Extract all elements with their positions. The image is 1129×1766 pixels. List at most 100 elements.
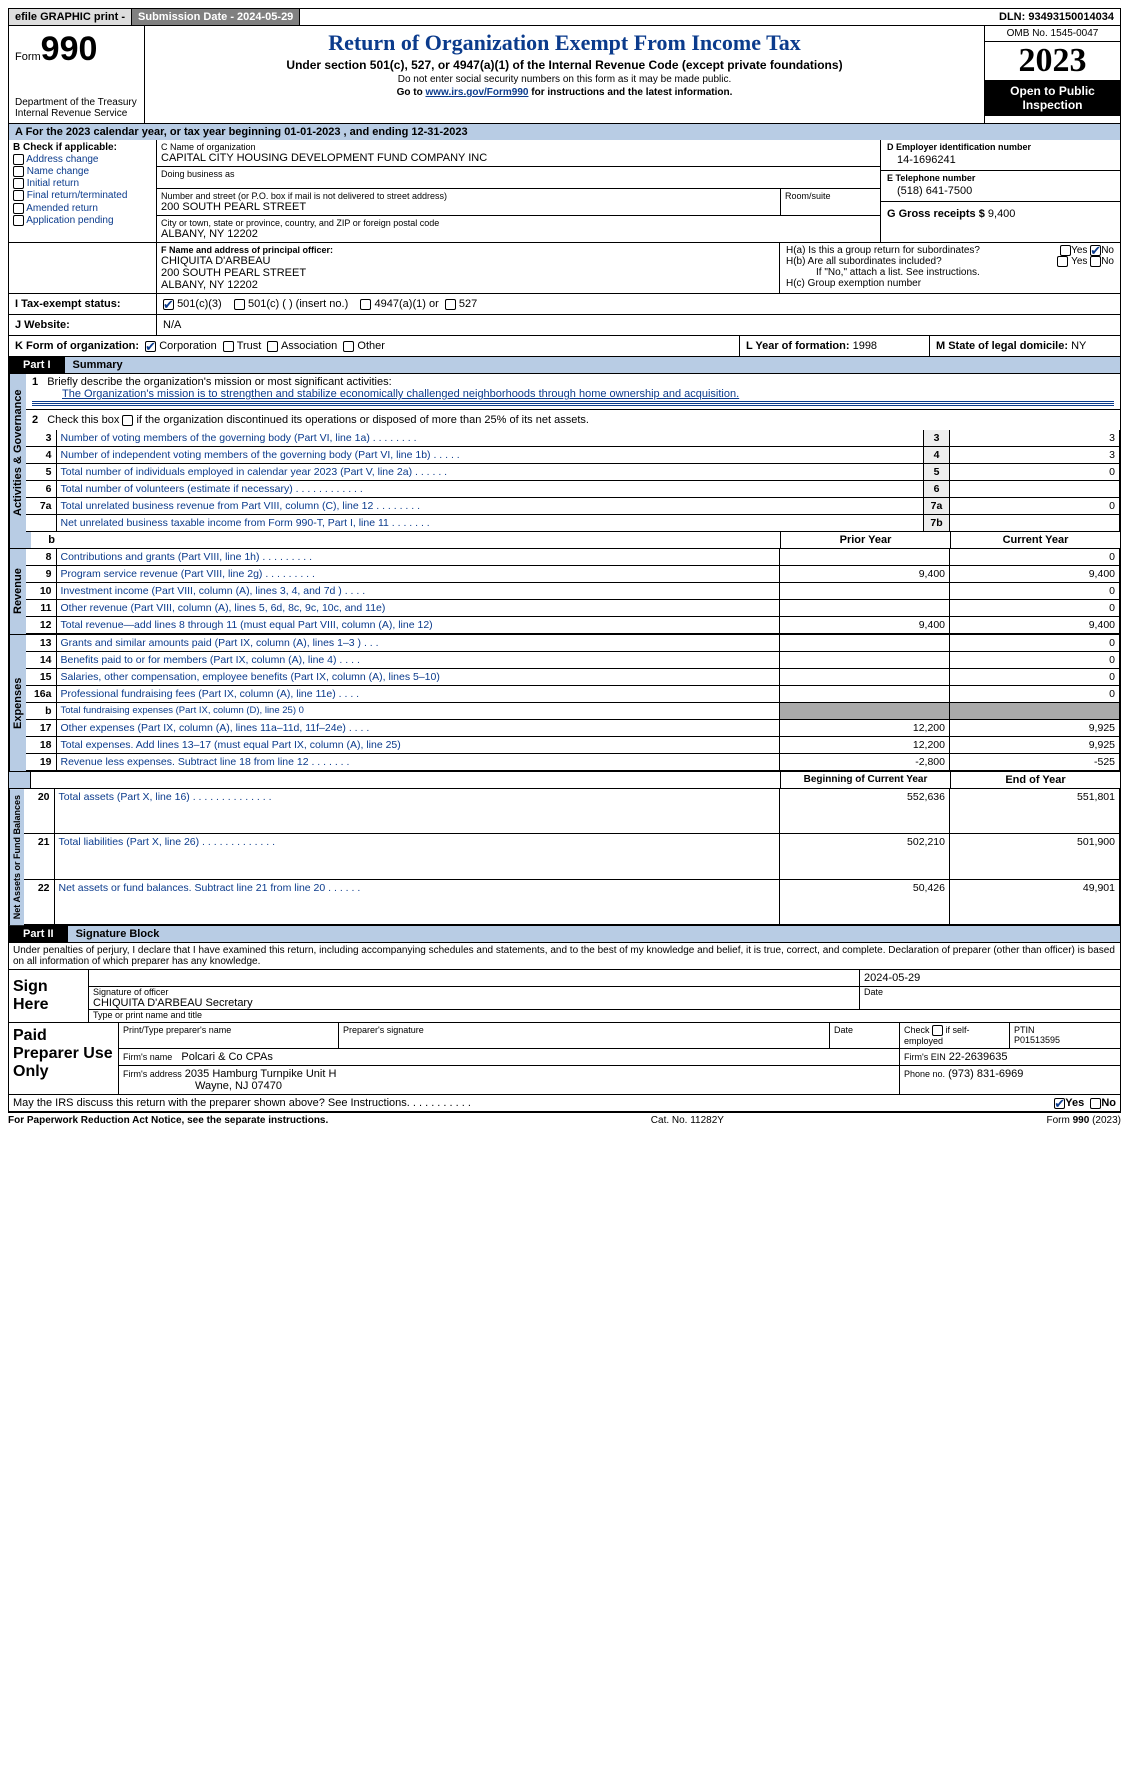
section-expenses: Expenses: [9, 635, 26, 771]
form-title: Return of Organization Exempt From Incom…: [151, 30, 978, 56]
penalty-statement: Under penalties of perjury, I declare th…: [8, 943, 1121, 970]
firm-addr-label: Firm's address: [123, 1069, 182, 1079]
box-b: B Check if applicable: Address change Na…: [9, 140, 157, 242]
col-bcy: Beginning of Current Year: [780, 772, 950, 788]
paperwork-notice: For Paperwork Reduction Act Notice, see …: [8, 1115, 328, 1126]
date-label: Date: [864, 987, 1116, 997]
hb-question: H(b) Are all subordinates included?: [786, 256, 1057, 267]
officer-addr1: 200 SOUTH PEARL STREET: [161, 267, 775, 279]
col-current-year: Current Year: [950, 532, 1120, 548]
dln: DLN: 93493150014034: [993, 9, 1120, 25]
omb-number: OMB No. 1545-0047: [985, 26, 1120, 42]
public-inspection: Open to Public Inspection: [985, 80, 1120, 116]
self-emp-checkbox[interactable]: [932, 1025, 943, 1036]
firm-phone: (973) 831-6969: [948, 1068, 1023, 1080]
box-g-label: G Gross receipts $: [887, 208, 985, 220]
boxb-checkbox[interactable]: [13, 166, 24, 177]
paid-preparer-block: Paid Preparer Use Only Print/Type prepar…: [8, 1023, 1121, 1095]
col-prior-year: Prior Year: [780, 532, 950, 548]
form990-link[interactable]: www.irs.gov/Form990: [425, 87, 528, 98]
line-j-label: J Website:: [15, 319, 70, 331]
sign-date: 2024-05-29: [860, 970, 1120, 986]
sig-officer-label: Signature of officer: [93, 987, 855, 997]
line-m-label: M State of legal domicile:: [936, 340, 1068, 352]
corp-checkbox[interactable]: [145, 341, 156, 352]
submission-date: Submission Date - 2024-05-29: [132, 9, 300, 25]
street-address: 200 SOUTH PEARL STREET: [161, 201, 776, 213]
topbar: efile GRAPHIC print - Submission Date - …: [8, 8, 1121, 26]
officer-addr2: ALBANY, NY 12202: [161, 279, 775, 291]
part1-tab: Part I: [9, 357, 65, 373]
section-activities-governance: Activities & Governance: [9, 374, 26, 532]
ha-question: H(a) Is this a group return for subordin…: [786, 245, 1060, 256]
firm-name: Polcari & Co CPAs: [181, 1051, 273, 1063]
boxb-checkbox[interactable]: [13, 215, 24, 226]
boxb-checkbox[interactable]: [13, 203, 24, 214]
line-k-label: K Form of organization:: [15, 340, 139, 352]
sign-here-label: Sign Here: [9, 970, 89, 1022]
domicile: NY: [1071, 340, 1086, 352]
net-assets-table: 20Total assets (Part X, line 16) . . . .…: [24, 789, 1120, 925]
527-checkbox[interactable]: [445, 299, 456, 310]
officer-sig-name: CHIQUITA D'ARBEAU Secretary: [93, 997, 855, 1009]
year-formation: 1998: [853, 340, 877, 352]
boxb-checkbox[interactable]: [13, 190, 24, 201]
governance-table: 3Number of voting members of the governi…: [26, 430, 1120, 532]
self-employed: Check if self-employed: [900, 1023, 1010, 1048]
efile-print-button[interactable]: efile GRAPHIC print -: [9, 9, 132, 25]
cat-no: Cat. No. 11282Y: [651, 1115, 724, 1126]
boxb-checkbox[interactable]: [13, 154, 24, 165]
part2-header: Part II Signature Block: [8, 926, 1121, 943]
firm-name-label: Firm's name: [123, 1052, 172, 1062]
box-c-label: C Name of organization: [161, 142, 876, 152]
ptin: P01513595: [1014, 1035, 1060, 1045]
hb-no-checkbox[interactable]: [1090, 256, 1101, 267]
discuss-yes-checkbox[interactable]: [1054, 1098, 1065, 1109]
box-e-label: E Telephone number: [887, 173, 1114, 183]
assoc-checkbox[interactable]: [267, 341, 278, 352]
firm-ein-label: Firm's EIN: [904, 1052, 946, 1062]
firm-ein: 22-2639635: [949, 1051, 1008, 1063]
room-label: Room/suite: [785, 191, 876, 201]
dba-label: Doing business as: [161, 169, 876, 179]
hb-yes-checkbox[interactable]: [1057, 256, 1068, 267]
ha-no-checkbox[interactable]: [1090, 245, 1101, 256]
trust-checkbox[interactable]: [223, 341, 234, 352]
section-revenue: Revenue: [9, 549, 26, 634]
ha-yes-checkbox[interactable]: [1060, 245, 1071, 256]
q1-text: Briefly describe the organization's miss…: [47, 376, 391, 388]
boxb-checkbox[interactable]: [13, 178, 24, 189]
ein: 14-1696241: [887, 152, 1114, 168]
revenue-table: 8Contributions and grants (Part VIII, li…: [26, 549, 1120, 634]
goto-instructions: Go to www.irs.gov/Form990 for instructio…: [151, 87, 978, 98]
prep-name-hdr: Print/Type preparer's name: [119, 1023, 339, 1048]
discuss-no-checkbox[interactable]: [1090, 1098, 1101, 1109]
prep-sig-hdr: Preparer's signature: [339, 1023, 830, 1048]
line-a-taxyear: A For the 2023 calendar year, or tax yea…: [8, 124, 1121, 140]
hc-question: H(c) Group exemption number: [786, 278, 1114, 289]
q2-text: Check this box if the organization disco…: [47, 414, 589, 426]
paid-preparer-label: Paid Preparer Use Only: [9, 1023, 119, 1094]
ssn-warning: Do not enter social security numbers on …: [151, 74, 978, 85]
part1-header: Part I Summary: [8, 357, 1121, 374]
501c-checkbox[interactable]: [234, 299, 245, 310]
section-net-assets: Net Assets or Fund Balances: [9, 789, 24, 925]
discuss-question: May the IRS discuss this return with the…: [13, 1097, 1054, 1109]
addr-label: Number and street (or P.O. box if mail i…: [161, 191, 776, 201]
gross-receipts: 9,400: [988, 208, 1016, 220]
sign-here-block: Sign Here 2024-05-29 Signature of office…: [8, 970, 1121, 1023]
city-state-zip: ALBANY, NY 12202: [161, 228, 876, 240]
other-checkbox[interactable]: [343, 341, 354, 352]
box-d-label: D Employer identification number: [887, 142, 1114, 152]
box-f-label: F Name and address of principal officer:: [161, 245, 775, 255]
501c3-checkbox[interactable]: [163, 299, 174, 310]
website: N/A: [157, 315, 1120, 335]
org-name: CAPITAL CITY HOUSING DEVELOPMENT FUND CO…: [161, 152, 876, 164]
col-b: b: [31, 532, 61, 548]
city-label: City or town, state or province, country…: [161, 218, 876, 228]
q2-checkbox[interactable]: [122, 415, 133, 426]
form-number: Form990: [15, 30, 138, 69]
4947-checkbox[interactable]: [360, 299, 371, 310]
line-l-label: L Year of formation:: [746, 340, 850, 352]
form-subtitle: Under section 501(c), 527, or 4947(a)(1)…: [151, 58, 978, 72]
